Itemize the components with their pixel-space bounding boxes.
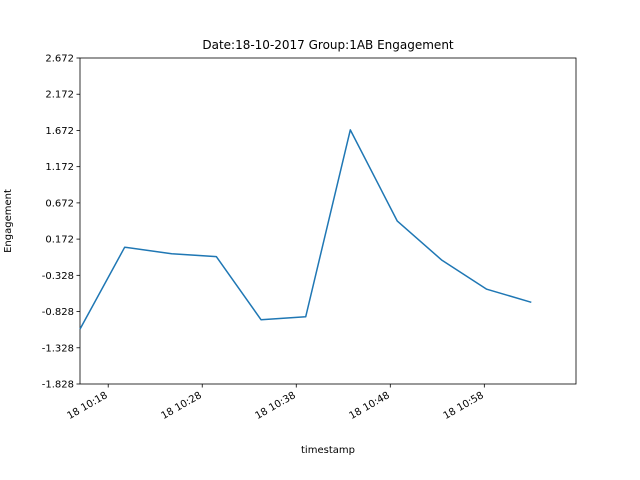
- series-group: [79, 129, 532, 330]
- y-tick-label: 0.172: [45, 235, 74, 246]
- y-tick-label: -0.828: [42, 307, 74, 318]
- y-tick-label: -1.328: [42, 343, 74, 354]
- y-tick-label: -1.828: [42, 380, 74, 391]
- y-tick-label: 1.672: [45, 126, 74, 137]
- y-axis-title: Engagement: [3, 189, 14, 253]
- y-axis: -1.828 -1.328 -0.828 -0.328 0.172 0.672 1.172 1…: [42, 54, 80, 391]
- x-axis-title: timestamp: [301, 445, 355, 456]
- chart-title: Date:18-10-2017 Group:1AB Engagement: [202, 38, 454, 52]
- y-tick-label: 0.672: [45, 198, 74, 209]
- y-tick-label: 2.172: [45, 90, 74, 101]
- y-tick-label: 2.672: [45, 54, 74, 65]
- engagement-series-line: [79, 129, 532, 330]
- plot-frame: [79, 57, 577, 385]
- y-tick-label: 1.172: [45, 162, 74, 173]
- y-tick-label: -0.328: [42, 271, 74, 282]
